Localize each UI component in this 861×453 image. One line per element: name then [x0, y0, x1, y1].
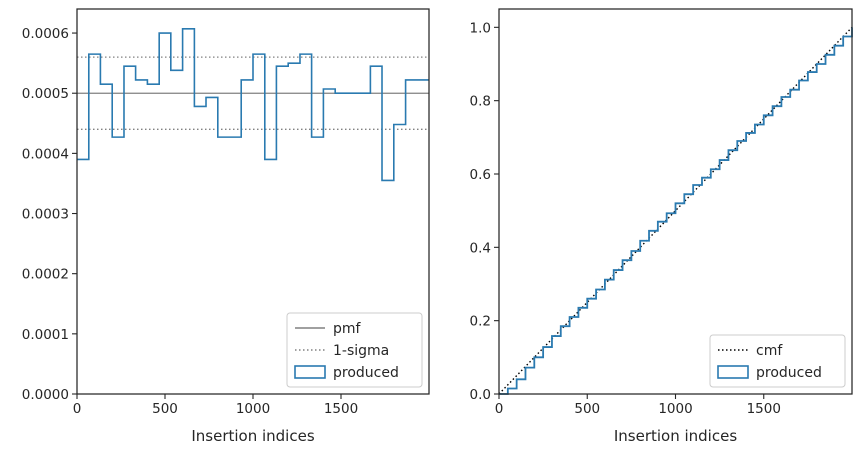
y-tick-label: 0.2 — [470, 314, 491, 330]
series-produced-histogram — [77, 28, 429, 182]
x-tick-label: 1500 — [324, 401, 358, 417]
legend-label-1-sigma: 1-sigma — [333, 343, 389, 359]
legend-label-cmf: cmf — [756, 343, 783, 359]
x-tick-label: 0 — [73, 401, 82, 417]
legend-label-pmf: pmf — [333, 321, 362, 337]
y-tick-label: 0.0002 — [22, 267, 69, 283]
y-tick-label: 0.0005 — [22, 86, 69, 102]
legend-label-produced: produced — [756, 365, 822, 381]
y-tick-label: 0.0003 — [22, 207, 69, 223]
legend-box — [286, 312, 423, 388]
y-tick-label: 0.0006 — [22, 26, 69, 42]
y-tick-label: 0.0 — [470, 387, 491, 403]
series-cmf-line — [498, 26, 853, 395]
legend: pmf 1-sigma produced — [286, 312, 423, 388]
y-tick-label: 0.8 — [470, 94, 491, 110]
y-tick-label: 0.0001 — [22, 327, 69, 343]
right-chart-cmf: 0 500 1000 1500 0.0 0.2 0.4 0.6 0.8 1.0 Insertion … — [470, 8, 853, 445]
x-tick-label: 500 — [152, 401, 178, 417]
legend: cmf produced — [709, 334, 846, 388]
y-tick-label: 0.0000 — [22, 387, 69, 403]
x-tick-label: 1500 — [747, 401, 781, 417]
x-tick-label: 0 — [495, 401, 504, 417]
x-axis-label: Insertion indices — [614, 427, 737, 445]
x-tick-label: 1000 — [236, 401, 270, 417]
y-tick-label: 0.6 — [470, 167, 491, 183]
y-tick-label: 0.0004 — [22, 146, 69, 162]
legend-label-produced: produced — [333, 365, 399, 381]
x-axis-label: Insertion indices — [191, 427, 314, 445]
x-tick-label: 500 — [574, 401, 600, 417]
left-chart-pmf: 0 500 1000 1500 0.0000 0.0001 0.0002 0.0003 0.00… — [22, 8, 430, 445]
series-produced-step — [499, 27, 853, 395]
legend-box — [709, 334, 846, 388]
y-tick-label: 0.4 — [470, 240, 491, 256]
legend-handle-produced — [717, 365, 749, 379]
y-tick-label: 1.0 — [470, 20, 491, 36]
legend-handle-produced — [294, 365, 326, 379]
x-tick-label: 1000 — [658, 401, 692, 417]
